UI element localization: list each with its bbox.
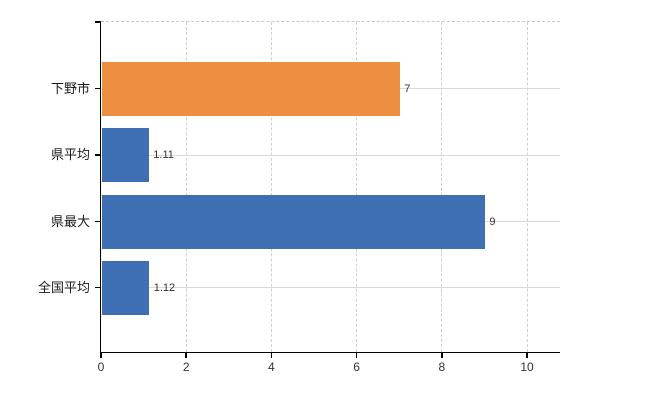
plot-top-border bbox=[101, 21, 560, 22]
vertical-gridline bbox=[441, 22, 443, 352]
category-label: 全国平均 bbox=[37, 279, 90, 295]
horizontal-gridline bbox=[101, 154, 560, 156]
x-axis-tick bbox=[270, 353, 273, 358]
x-axis-tick-label: 4 bbox=[268, 360, 275, 374]
bar-value-label: 1.11 bbox=[153, 149, 174, 161]
bar-value-label: 9 bbox=[489, 215, 496, 228]
y-axis-tick bbox=[95, 220, 100, 223]
x-axis-tick-label: 2 bbox=[182, 360, 190, 374]
vertical-gridline bbox=[185, 22, 187, 352]
bar-value-label: 7 bbox=[404, 82, 411, 95]
horizontal-gridline bbox=[101, 287, 560, 288]
category-label: 県平均 bbox=[50, 147, 90, 162]
x-axis-tick bbox=[526, 353, 528, 358]
bar-value-label: 1.12 bbox=[153, 281, 176, 294]
category-label: 下野市 bbox=[50, 80, 90, 96]
bar bbox=[101, 194, 485, 249]
x-axis-tick-label: 0 bbox=[97, 360, 105, 374]
x-axis-tick-label: 10 bbox=[520, 360, 534, 374]
y-axis-tick bbox=[95, 87, 100, 90]
y-axis-tick bbox=[95, 286, 100, 289]
vertical-gridline bbox=[526, 22, 528, 352]
x-axis-tick bbox=[441, 353, 443, 358]
x-axis-tick bbox=[355, 353, 358, 358]
vertical-gridline bbox=[270, 22, 272, 352]
bar bbox=[101, 128, 149, 182]
y-axis-tick bbox=[95, 154, 100, 156]
bar bbox=[101, 61, 400, 116]
y-axis-end-tick bbox=[95, 21, 100, 23]
x-axis-tick-label: 6 bbox=[353, 360, 360, 374]
x-axis-tick bbox=[100, 353, 102, 358]
y-axis-line bbox=[99, 21, 101, 352]
x-axis-tick-label: 8 bbox=[438, 360, 446, 374]
category-label: 県最大 bbox=[50, 213, 90, 229]
x-axis-line bbox=[99, 351, 560, 353]
x-axis-tick bbox=[185, 353, 187, 358]
vertical-gridline bbox=[356, 22, 358, 352]
bar bbox=[101, 260, 150, 315]
